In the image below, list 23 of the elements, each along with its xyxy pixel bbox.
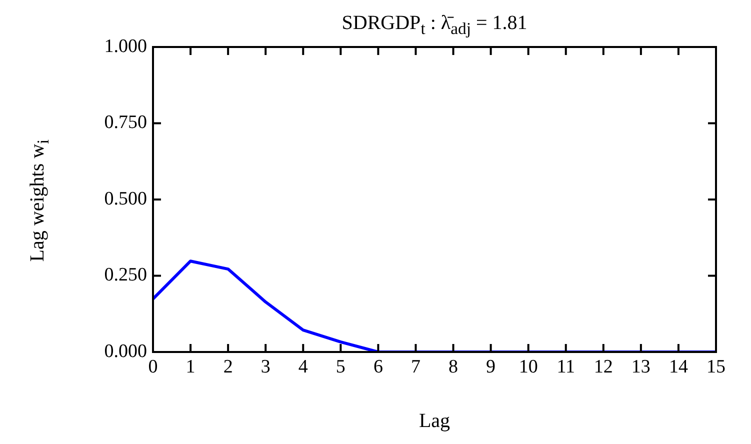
x-tick-label: 11	[556, 356, 576, 378]
x-tick-label: 4	[298, 356, 308, 378]
x-tick-label: 7	[410, 356, 420, 378]
y-tick-label: 0.750	[104, 112, 147, 134]
x-tick-label: 1	[186, 356, 196, 378]
x-tick-label: 0	[148, 356, 158, 378]
y-tick-label: 1.000	[104, 36, 147, 57]
x-tick-label: 8	[448, 356, 458, 378]
y-tick-label: 0.500	[104, 188, 147, 210]
x-tick-label: 6	[373, 356, 383, 378]
x-tick-label: 15	[706, 356, 726, 378]
x-tick-label: 13	[631, 356, 650, 378]
x-tick-label: 10	[518, 356, 538, 378]
chart-title: SDRGDP$_{t}$ : λ̄$_{adj}$ = 1.81	[340, 12, 528, 39]
x-tick-label: 2	[223, 356, 233, 378]
x-tick-label: 14	[668, 356, 688, 378]
x-axis-title: Lag	[418, 410, 452, 433]
y-tick-label: 0.000	[104, 340, 147, 362]
x-tick-label: 3	[260, 356, 270, 378]
x-tick-label: 9	[486, 356, 496, 378]
y-tick-label: 0.250	[104, 264, 147, 286]
x-tick-label: 12	[594, 356, 613, 378]
x-tick-label: 5	[336, 356, 346, 378]
